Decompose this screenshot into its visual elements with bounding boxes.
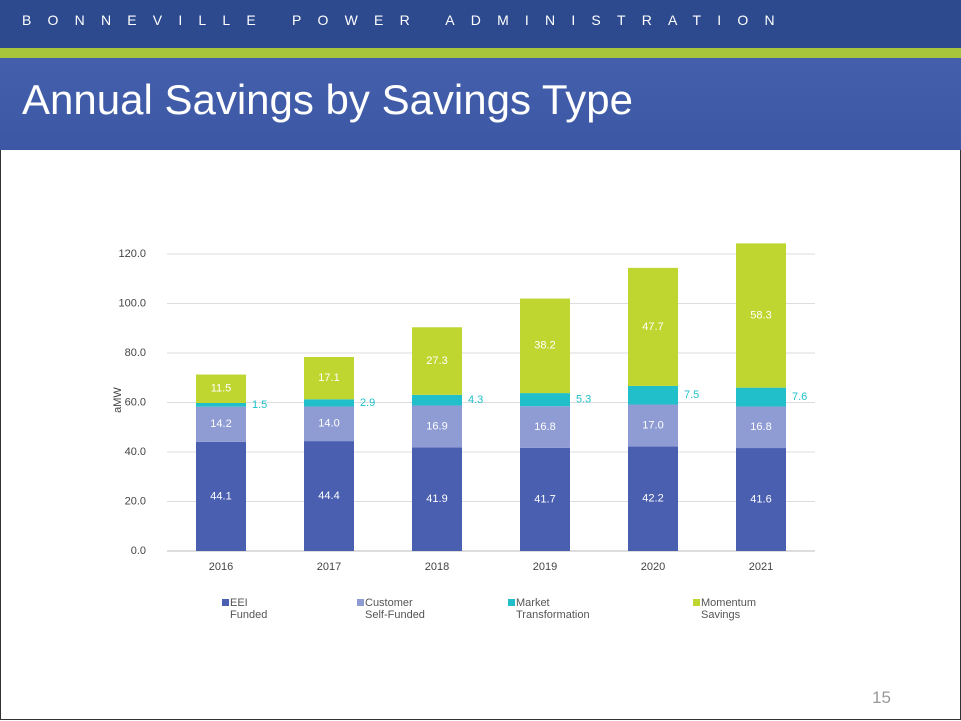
page-number: 15 (872, 688, 891, 707)
bar-segment (736, 448, 786, 551)
data-label: 17.1 (318, 372, 339, 384)
data-label: 2.9 (360, 397, 375, 409)
bar-segment (412, 327, 462, 395)
data-label: 11.5 (211, 383, 232, 395)
bar-segment (196, 374, 246, 403)
legend-swatch (357, 599, 364, 606)
data-label: 7.6 (792, 391, 807, 403)
bar-segment (412, 394, 462, 406)
x-tick-label: 2019 (533, 561, 557, 573)
data-label: 7.5 (684, 389, 699, 401)
top-bar: BONNEVILLE POWER ADMINISTRATION (0, 0, 961, 48)
legend-swatch (693, 599, 700, 606)
bar-segment (520, 447, 570, 551)
org-name: BONNEVILLE POWER ADMINISTRATION (22, 12, 791, 28)
bar-segment (628, 267, 678, 386)
data-label: 44.4 (318, 490, 339, 502)
bar-segment (304, 441, 354, 551)
data-label: 4.3 (468, 394, 483, 406)
data-label: 5.3 (576, 394, 591, 406)
bar-segment (304, 399, 354, 407)
x-tick-label: 2017 (317, 561, 341, 573)
accent-strip (0, 48, 961, 58)
x-tick-label: 2018 (425, 561, 449, 573)
bar-segment (196, 402, 246, 407)
data-label: 41.7 (534, 493, 555, 505)
bar-segment (304, 356, 354, 400)
y-axis-label: aMW (112, 387, 124, 413)
bar-segment (412, 405, 462, 448)
title-band: Annual Savings by Savings Type (0, 58, 961, 150)
bar-segment (304, 406, 354, 442)
bar-segment (736, 406, 786, 449)
y-tick-label: 60.0 (125, 396, 146, 408)
data-label: 58.3 (750, 309, 771, 321)
bar-segment (628, 446, 678, 551)
y-tick-label: 20.0 (125, 495, 146, 507)
x-tick-label: 2016 (209, 561, 233, 573)
data-label: 42.2 (642, 493, 663, 505)
data-label: 1.5 (252, 399, 267, 411)
data-label: 47.7 (642, 321, 663, 333)
y-tick-label: 40.0 (125, 446, 146, 458)
data-label: 14.2 (210, 418, 231, 430)
data-label: 41.9 (426, 493, 447, 505)
data-label: 16.8 (534, 421, 555, 433)
bar-segment (628, 385, 678, 405)
data-label: 44.1 (210, 490, 231, 502)
y-tick-label: 0.0 (131, 545, 146, 557)
y-tick-label: 120.0 (118, 248, 146, 260)
bar-segment (520, 393, 570, 407)
legend-swatch (222, 599, 229, 606)
x-tick-label: 2020 (641, 561, 665, 573)
legend-label: EEI Funded (230, 597, 268, 621)
bar-segment (520, 298, 570, 394)
bar-segment (628, 404, 678, 447)
data-label: 16.9 (426, 420, 447, 432)
data-label: 14.0 (318, 418, 339, 430)
data-label: 38.2 (534, 340, 555, 352)
legend-swatch (508, 599, 515, 606)
y-tick-label: 80.0 (125, 347, 146, 359)
data-label: 41.6 (750, 493, 771, 505)
data-label: 27.3 (426, 355, 447, 367)
bar-segment (412, 447, 462, 551)
y-tick-label: 100.0 (118, 297, 146, 309)
legend-label: Momentum Savings (701, 597, 757, 621)
bar-segment (196, 441, 246, 551)
bar-segment (736, 243, 786, 388)
bar-segment (196, 406, 246, 442)
bar-segment (736, 387, 786, 407)
data-label: 16.8 (750, 421, 771, 433)
legend-label: Customer Self-Funded (365, 597, 425, 621)
legend-label: Market Transformation (516, 597, 590, 621)
slide-title: Annual Savings by Savings Type (22, 76, 633, 123)
x-tick-label: 2021 (749, 561, 773, 573)
data-label: 17.0 (642, 419, 663, 431)
bar-segment (520, 406, 570, 448)
